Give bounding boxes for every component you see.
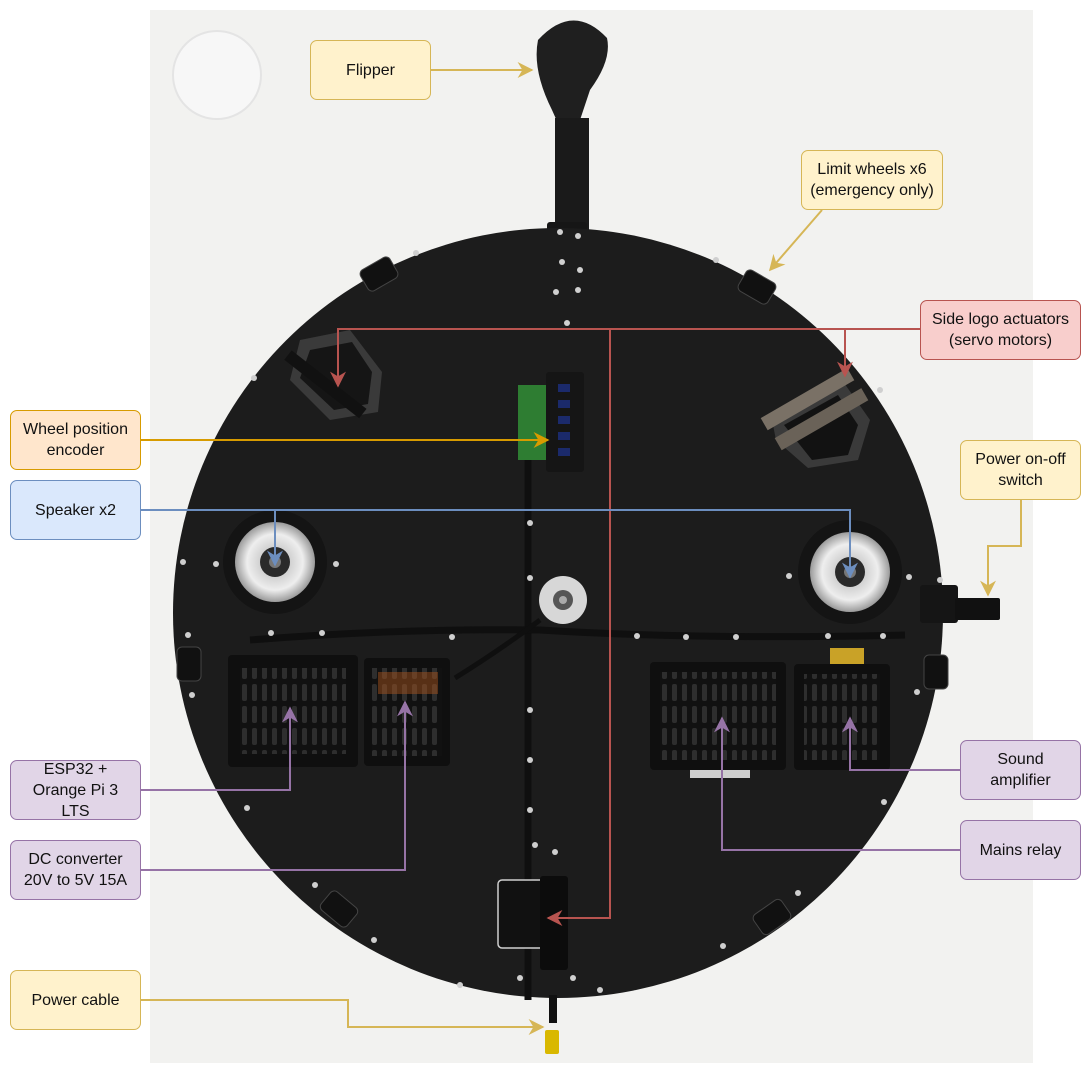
connector-limit-wheels xyxy=(768,209,823,272)
connector-speaker xyxy=(141,509,858,579)
connector-side-logo xyxy=(330,328,920,926)
side-logo-actuator-right xyxy=(760,368,870,468)
connector-power-switch xyxy=(980,500,1022,597)
callout-dc-converter: DC converter 20V to 5V 15A xyxy=(10,840,141,900)
callout-limit-wheels: Limit wheels x6 (emergency only) xyxy=(801,150,943,210)
power-switch xyxy=(920,585,1000,623)
callout-side-logo-actuators: Side logo actuators (servo motors) xyxy=(920,300,1081,360)
limit-wheels xyxy=(176,256,949,936)
callout-flipper: Flipper xyxy=(310,40,431,100)
connector-mains-relay xyxy=(714,716,960,851)
callout-power-cable: Power cable xyxy=(10,970,141,1030)
dc-converter-enclosure xyxy=(364,658,450,766)
cable-horizontal xyxy=(249,626,906,644)
power-cable-connector xyxy=(545,995,559,1054)
wheel-encoder xyxy=(518,372,584,472)
board-screws xyxy=(180,250,943,993)
callout-esp32: ESP32 + Orange Pi 3 LTS xyxy=(10,760,141,820)
connector-power-cable xyxy=(141,999,545,1035)
sound-amplifier-enclosure xyxy=(794,648,890,770)
connector-sound-amp xyxy=(842,716,960,771)
callout-wheel-encoder: Wheel position encoder xyxy=(10,410,141,470)
connector-esp32 xyxy=(141,706,298,791)
wall-sticker xyxy=(172,30,262,120)
cable-to-pi xyxy=(453,617,542,681)
callout-speaker: Speaker x2 xyxy=(10,480,141,540)
flipper-mount-screws xyxy=(553,229,583,326)
center-hub xyxy=(539,576,587,624)
mains-relay-enclosure xyxy=(650,662,786,778)
callout-power-switch: Power on-off switch xyxy=(960,440,1081,500)
esp32-orangepi-enclosure xyxy=(228,655,358,767)
callout-mains-relay: Mains relay xyxy=(960,820,1081,880)
callout-sound-amplifier: Sound amplifier xyxy=(960,740,1081,800)
connector-dc-converter xyxy=(141,700,413,871)
